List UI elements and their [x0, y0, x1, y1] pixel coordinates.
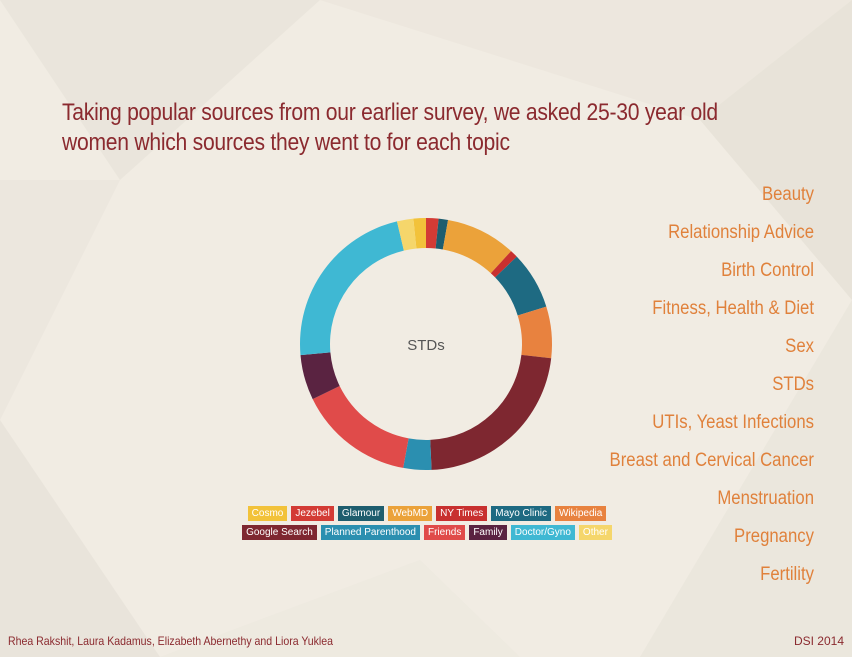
slice-family[interactable]: [300, 352, 340, 400]
legend-item-mayo-clinic[interactable]: Mayo Clinic: [491, 506, 551, 521]
topic-stds[interactable]: STDs: [772, 374, 814, 395]
slice-google-search[interactable]: [430, 354, 552, 470]
donut-slices: [300, 218, 552, 471]
topic-breast-cervical-cancer[interactable]: Breast and Cervical Cancer: [609, 450, 814, 471]
legend-item-google-search[interactable]: Google Search: [242, 525, 317, 540]
legend-item-webmd[interactable]: WebMD: [388, 506, 433, 521]
slice-glamour[interactable]: [435, 218, 449, 250]
topic-utis-yeast-infections[interactable]: UTIs, Yeast Infections: [652, 412, 814, 433]
topic-fitness-health-diet[interactable]: Fitness, Health & Diet: [652, 298, 814, 319]
topic-menstruation[interactable]: Menstruation: [717, 488, 814, 509]
legend-item-doctor-gyno[interactable]: Doctor/Gyno: [510, 525, 575, 540]
legend-row-1: Cosmo Jezebel Glamour WebMD NY Times Mayo Cli…: [247, 506, 607, 521]
slice-ny-times[interactable]: [490, 251, 517, 278]
slice-webmd[interactable]: [442, 219, 512, 274]
slice-planned-parenthood[interactable]: [403, 438, 432, 471]
donut-chart: STDs: [300, 218, 552, 471]
chart-legend: Cosmo Jezebel Glamour WebMD NY Times Mayo Cli…: [242, 506, 612, 544]
legend-item-family[interactable]: Family: [469, 525, 507, 540]
legend-item-cosmo[interactable]: Cosmo: [247, 506, 288, 521]
slice-wikipedia[interactable]: [517, 306, 552, 359]
topic-list: Beauty Relationship Advice Birth Control…: [494, 176, 814, 594]
footer-event: DSI 2014: [793, 634, 844, 648]
slice-other[interactable]: [396, 218, 417, 251]
legend-item-glamour[interactable]: Glamour: [337, 506, 385, 521]
topic-fertility[interactable]: Fertility: [760, 564, 814, 585]
topic-sex[interactable]: Sex: [785, 336, 814, 357]
slice-cosmo[interactable]: [413, 218, 426, 249]
legend-item-planned-parenthood[interactable]: Planned Parenthood: [320, 525, 420, 540]
slice-mayo-clinic[interactable]: [495, 256, 547, 316]
legend-item-ny-times[interactable]: NY Times: [436, 506, 488, 521]
donut-center-label: STDs: [407, 337, 445, 354]
slice-doctor-gyno[interactable]: [300, 221, 404, 356]
heading-line-2: women which sources they went to for eac…: [62, 129, 510, 156]
page-heading: Taking popular sources from our earlier …: [62, 98, 718, 158]
topic-pregnancy[interactable]: Pregnancy: [734, 526, 814, 547]
topic-beauty[interactable]: Beauty: [761, 184, 814, 205]
legend-item-friends[interactable]: Friends: [423, 525, 466, 540]
legend-item-wikipedia[interactable]: Wikipedia: [554, 506, 607, 521]
legend-row-2: Google Search Planned Parenthood Friends Fa…: [242, 525, 612, 540]
topic-birth-control[interactable]: Birth Control: [721, 260, 814, 281]
slice-jezebel[interactable]: [426, 218, 439, 249]
footer-authors: Rhea Rakshit, Laura Kadamus, Elizabeth A…: [8, 634, 334, 648]
slice-friends[interactable]: [312, 385, 409, 468]
topic-relationship-advice[interactable]: Relationship Advice: [668, 222, 814, 243]
legend-item-jezebel[interactable]: Jezebel: [291, 506, 334, 521]
heading-line-1: Taking popular sources from our earlier …: [62, 99, 718, 126]
legend-item-other[interactable]: Other: [578, 525, 612, 540]
